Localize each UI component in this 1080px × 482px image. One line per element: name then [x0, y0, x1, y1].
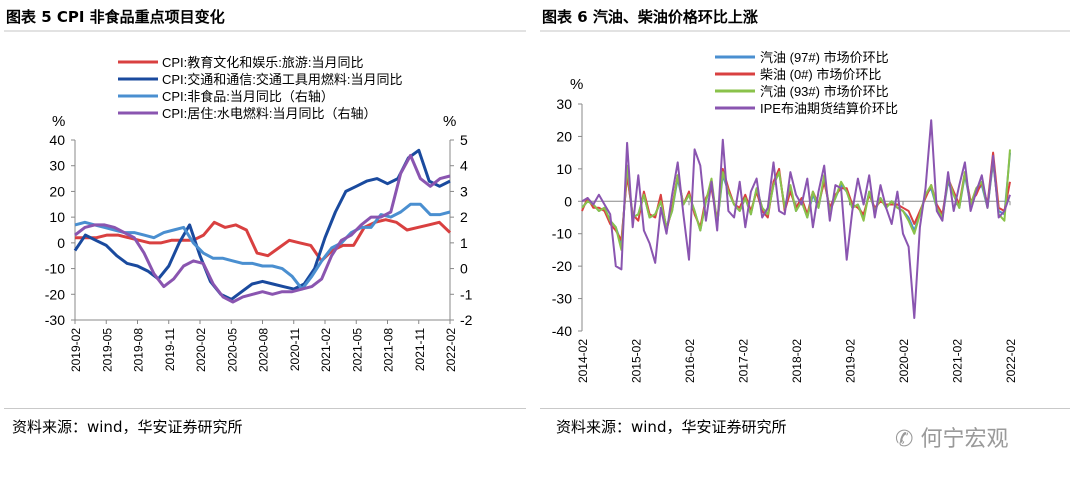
left-y-tick-label: 30 — [49, 158, 65, 174]
right-axis-unit: % — [443, 113, 456, 130]
series-line-2 — [73, 148, 451, 301]
x-tick-label: 2021-05 — [350, 328, 364, 372]
legend-label-2: CPI:交通和通信:交通工具用燃料:当月同比 — [162, 72, 403, 87]
left-y-tick-label: -20 — [45, 286, 65, 302]
x-tick-label: 2022-02 — [1004, 339, 1018, 383]
right-source-rule — [540, 408, 1070, 409]
left-chart-title: 图表 5 CPI 非食品重点项目变化 — [6, 8, 225, 26]
y-tick-label: 0 — [564, 193, 572, 209]
x-tick-label: 2021-08 — [382, 328, 396, 372]
x-tick-label: 2022-02 — [444, 328, 458, 372]
right-y-tick-label: 3 — [460, 183, 468, 199]
x-tick-label: 2018-02 — [790, 339, 804, 383]
right-y-tick-label: 5 — [460, 132, 468, 148]
legend-label-1: CPI:教育文化和娱乐:旅游:当月同比 — [162, 55, 364, 70]
legend-label-2: 柴油 (0#) 市场价环比 — [760, 67, 881, 82]
x-tick-label: 2015-02 — [630, 339, 644, 383]
left-y-tick-label: -30 — [45, 312, 65, 328]
left-y-tick-label: 0 — [57, 235, 65, 251]
x-tick-label: 2020-05 — [225, 328, 239, 372]
x-tick-label: 2019-02 — [69, 328, 83, 372]
legend-label-3: CPI:非食品:当月同比（右轴） — [162, 89, 334, 104]
right-y-tick-label: -1 — [460, 286, 473, 302]
y-tick-label: -40 — [552, 323, 572, 339]
x-tick-label: 2016-02 — [683, 339, 697, 383]
right-source: 资料来源：wind，华安证券研究所 — [556, 418, 787, 436]
left-source: 资料来源：wind，华安证券研究所 — [12, 418, 243, 436]
x-tick-label: 2020-02 — [897, 339, 911, 383]
y-tick-label: 20 — [556, 128, 572, 144]
series-line-4 — [581, 119, 1011, 319]
watermark: ✆ 何宁宏观 — [895, 421, 1008, 453]
y-axis-unit: % — [570, 76, 583, 93]
x-tick-label: 2021-11 — [413, 328, 427, 371]
x-tick-label: 2014-02 — [576, 339, 590, 383]
y-tick-label: 10 — [556, 161, 572, 177]
left-title-rule — [4, 30, 526, 32]
x-tick-label: 2019-02 — [844, 339, 858, 383]
y-tick-label: -20 — [552, 258, 572, 274]
left-y-tick-label: 40 — [49, 132, 65, 148]
right-y-tick-label: 4 — [460, 158, 468, 174]
right-y-tick-label: -2 — [460, 312, 473, 328]
y-tick-label: -30 — [552, 291, 572, 307]
left-axis-unit: % — [52, 113, 65, 130]
x-tick-label: 2021-02 — [319, 328, 333, 372]
left-y-tick-label: -10 — [45, 261, 65, 277]
right-chart: % 30 20 10 0 -10 -20 -30 -40 2014-02 2015-02 2016-0… — [552, 50, 1018, 383]
x-tick-label: 2019-08 — [132, 328, 146, 372]
legend-label-3: 汽油 (93#) 市场价环比 — [760, 84, 889, 99]
y-tick-label: -10 — [552, 226, 572, 242]
x-tick-label: 2021-02 — [951, 339, 965, 383]
series-line-3 — [74, 202, 451, 291]
x-tick-label: 2017-02 — [737, 339, 751, 383]
right-y-tick-label: 1 — [460, 235, 468, 251]
series-line-1 — [75, 218, 452, 263]
legend-label-4: CPI:居住:水电燃料:当月同比（右轴） — [162, 106, 377, 121]
wechat-icon: ✆ — [895, 427, 914, 452]
legend-label-1: 汽油 (97#) 市场价环比 — [760, 50, 889, 65]
left-source-rule — [4, 408, 526, 409]
x-tick-label: 2020-11 — [288, 328, 302, 371]
right-chart-title: 图表 6 汽油、柴油价格环比上涨 — [542, 8, 758, 26]
x-tick-label: 2020-08 — [257, 328, 271, 372]
left-y-tick-label: 20 — [49, 183, 65, 199]
series-line-3 — [581, 149, 1011, 251]
left-y-tick-label: 10 — [49, 209, 65, 225]
x-tick-label: 2019-05 — [100, 328, 114, 372]
right-y-tick-label: 2 — [460, 209, 468, 225]
legend-label-4: IPE布油期货结算价环比 — [760, 101, 898, 116]
y-tick-label: 30 — [556, 96, 572, 112]
right-title-rule — [540, 30, 1070, 32]
right-y-tick-label: 0 — [460, 261, 468, 277]
x-tick-label: 2020-02 — [194, 328, 208, 372]
series-line-4 — [74, 153, 451, 304]
x-tick-label: 2019-11 — [163, 328, 177, 371]
watermark-text: 何宁宏观 — [920, 427, 1009, 452]
